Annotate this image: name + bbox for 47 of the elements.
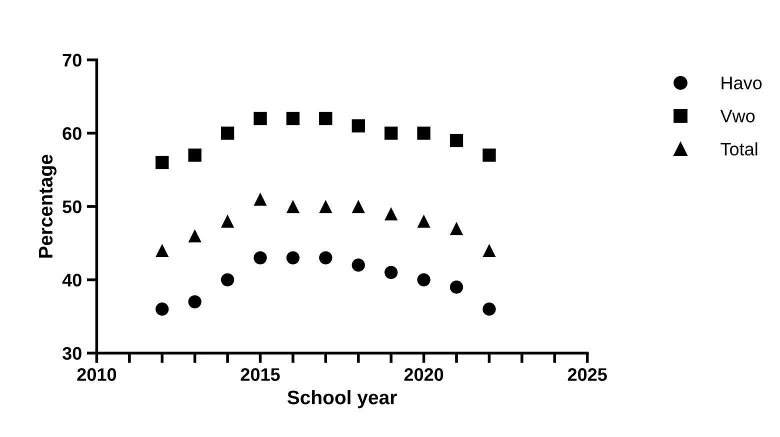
x-tick-label: 2015 (240, 368, 280, 381)
legend-label: Total (720, 142, 758, 156)
y-tick-label: 30 (62, 347, 82, 360)
point (352, 119, 365, 132)
point (450, 134, 464, 148)
point (319, 251, 332, 264)
point (319, 200, 332, 214)
point (156, 302, 169, 316)
legend-label: Vwo (720, 110, 755, 122)
x-tick-label: 2010 (77, 368, 116, 381)
point (220, 273, 234, 286)
point (188, 229, 202, 242)
point (352, 258, 365, 272)
point (188, 148, 202, 162)
x-tick-label: 2025 (568, 368, 607, 381)
legend-label: Havo (722, 76, 762, 90)
point (156, 244, 169, 258)
y-axis-title: Percentage (39, 154, 56, 258)
point (286, 251, 300, 264)
point (220, 126, 234, 140)
point (482, 148, 496, 162)
point (319, 112, 332, 126)
y-tick-label: 60 (62, 127, 82, 140)
point (156, 156, 169, 170)
point (482, 244, 496, 258)
point (482, 302, 496, 316)
point (286, 200, 300, 214)
point (417, 126, 430, 140)
x-axis-title: School year (287, 390, 397, 408)
point (254, 251, 267, 264)
point (286, 112, 300, 126)
point (417, 273, 430, 286)
y-tick-label: 50 (62, 200, 82, 214)
point (450, 222, 464, 236)
point (384, 207, 398, 220)
point (352, 200, 365, 214)
point (384, 266, 398, 280)
y-tick-label: 70 (62, 54, 82, 67)
point (417, 214, 430, 228)
x-tick-label: 2020 (404, 368, 444, 381)
point (254, 192, 267, 206)
point (188, 295, 202, 308)
y-tick-label: 40 (62, 274, 82, 287)
point (254, 112, 267, 126)
point (384, 126, 398, 140)
point (450, 280, 464, 294)
point (220, 214, 234, 228)
